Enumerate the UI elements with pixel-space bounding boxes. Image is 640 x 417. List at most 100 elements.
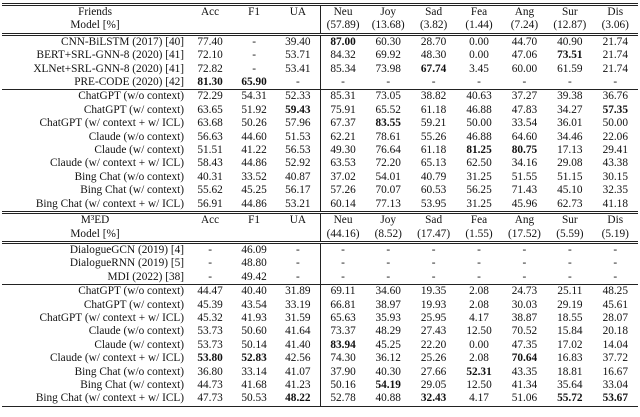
metric-cell: 63.53 — [330, 157, 356, 170]
metric-cell: 51.51 — [197, 144, 223, 157]
metric-cell: 62.50 — [466, 157, 492, 170]
model-name: DialogueGCN (2019) [4] — [69, 243, 185, 256]
table-row: ChatGPT (w/o context) 44.47 40.40 31.89 69.1… — [2, 284, 638, 299]
model-name: PRE-CODE (2020) [42] — [74, 76, 185, 89]
metric-cell: - — [276, 270, 321, 285]
metric-cell: 47.35 — [511, 338, 538, 351]
table-row: Bing Chat (w/o context) 36.80 33.14 41.07 37… — [2, 365, 638, 379]
metric-cell: 46.09 — [241, 243, 267, 256]
metric-cell: - — [613, 76, 618, 89]
metric-cell: 51.06 — [501, 392, 548, 407]
metric-cell: 41.23 — [276, 378, 321, 393]
metric-cell: 51.55 — [511, 170, 538, 183]
column-share: (17.52) — [501, 227, 548, 244]
metric-cell: 59.21 — [420, 117, 447, 130]
metric-cell: 19.93 — [420, 298, 447, 311]
column-name: Sur — [547, 3, 593, 20]
metric-cell: 46.88 — [466, 130, 492, 143]
metric-cell: 44.86 — [241, 157, 267, 170]
metric-cell: 36.01 — [557, 117, 583, 130]
model-name: MDI (2022) [38] — [107, 270, 185, 283]
metric-cell: 69.11 — [320, 284, 366, 299]
metric-cell: 76.64 — [375, 144, 401, 157]
metric-cell: 72.10 — [197, 49, 223, 62]
metric-cell: 17.13 — [557, 144, 583, 157]
metric-cell: 74.30 — [330, 352, 356, 365]
metric-cell: 4.17 — [469, 311, 489, 324]
metric-cell: - — [208, 243, 212, 256]
metric-cell: - — [341, 76, 345, 89]
metric-cell: - — [386, 270, 391, 283]
metric-cell: 62.21 — [330, 130, 356, 143]
model-name: ChatGPT (w/ context + w/ ICL) — [39, 117, 185, 130]
metric-cell: 25.26 — [420, 352, 447, 365]
metric-cell: 37.72 — [602, 352, 628, 365]
model-name: DialogueRNN (2019) [5] — [69, 257, 185, 270]
metric-cell: - — [522, 76, 527, 89]
metric-cell: 24.73 — [501, 284, 548, 299]
metric-cell: 40.87 — [276, 170, 321, 185]
table-row: XLNet+SRL-GNN-8 (2020) [41] 72.82 - 53.41 85… — [2, 62, 638, 77]
metric-cell: 70.64 — [511, 352, 538, 365]
metric-cell: 31.59 — [276, 311, 321, 326]
metric-cell: 77.13 — [375, 197, 401, 210]
metric-cell: 33.14 — [241, 365, 267, 378]
metric-cell: 55.72 — [547, 392, 593, 407]
metric-cell: 28.07 — [602, 311, 628, 324]
table-row: BERT+SRL-GNN-8 (2020) [41] 72.10 - 53.71 84.… — [2, 49, 638, 63]
metric-cell: 37.90 — [330, 365, 356, 378]
metric-cell: 87.00 — [330, 35, 356, 48]
metric-cell: 45.32 — [197, 311, 223, 324]
column-name: Ang — [501, 211, 548, 228]
metric-cell: 43.54 — [241, 298, 267, 311]
results-table: Friends Acc F1 UA Neu Joy Sad Fea Ang Sur Dis Model… — [2, 3, 638, 407]
metric-cell: 32.35 — [602, 184, 628, 197]
metric-cell: 47.06 — [511, 49, 538, 62]
metric-cell: 41.40 — [276, 338, 321, 353]
metric-cell: 45.10 — [557, 184, 583, 197]
metric-cell: 41.93 — [241, 311, 267, 324]
metric-cell: - — [341, 270, 345, 283]
metric-cell: 0.00 — [469, 338, 489, 351]
metric-cell: 44.60 — [241, 130, 267, 143]
metric-cell: - — [522, 270, 527, 283]
metric-cell: 63.68 — [197, 117, 223, 130]
column-name: UA — [276, 211, 321, 228]
column-name: Acc — [188, 211, 233, 228]
metric-cell: 34.60 — [365, 284, 411, 299]
metric-cell: 70.52 — [511, 325, 538, 338]
metric-cell: 0.00 — [469, 35, 489, 48]
metric-cell: 52.31 — [466, 365, 492, 378]
metric-cell: - — [386, 257, 391, 270]
table-row: ChatGPT (w/ context) 63.65 51.92 59.43 75.91… — [2, 103, 638, 118]
metric-cell: 22.06 — [602, 130, 628, 143]
metric-cell: 28.70 — [420, 35, 447, 48]
metric-cell: - — [252, 62, 256, 75]
metric-cell: 49.42 — [241, 270, 267, 283]
metric-cell: 39.38 — [547, 89, 593, 104]
section-title: M³ED — [2, 211, 189, 228]
model-name: Bing Chat (w/ context) — [80, 378, 185, 391]
metric-cell: 38.97 — [375, 298, 401, 311]
metric-cell: 18.81 — [557, 365, 583, 378]
metric-cell: 57.26 — [330, 184, 356, 197]
metric-cell: 60.30 — [375, 35, 401, 48]
metric-cell: 65.63 — [330, 311, 356, 324]
metric-cell: - — [613, 257, 618, 270]
metric-cell: 41.34 — [511, 378, 538, 391]
metric-cell: 43.38 — [602, 157, 628, 170]
metric-cell: 12.50 — [466, 378, 492, 391]
table-row: ChatGPT (w/ context + w/ ICL) 63.68 50.26 5… — [2, 117, 638, 131]
metric-cell: 36.80 — [197, 365, 223, 378]
metric-cell: 53.21 — [276, 197, 321, 213]
column-share: (13.68) — [365, 19, 411, 36]
metric-cell: 67.74 — [420, 62, 447, 75]
metric-cell: 61.59 — [557, 62, 583, 75]
column-share: (3.06) — [592, 19, 638, 36]
model-name: Bing Chat (w/ context + w/ ICL) — [2, 392, 189, 407]
metric-cell: - — [522, 257, 527, 270]
metric-cell: 44.86 — [241, 197, 267, 210]
metric-cell: - — [208, 257, 212, 270]
table-row: DialogueRNN (2019) [5] -48.80- - - - - - - - — [2, 257, 638, 271]
metric-cell: 45.39 — [197, 298, 223, 311]
